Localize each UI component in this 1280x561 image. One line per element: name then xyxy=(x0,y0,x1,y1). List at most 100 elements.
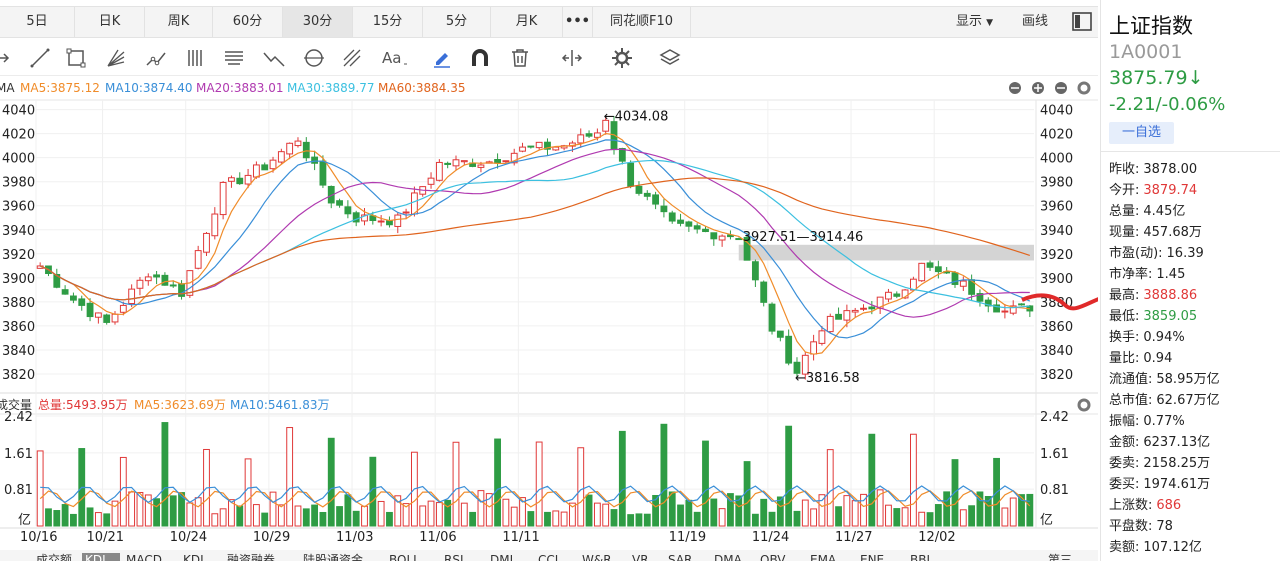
gear-icon[interactable] xyxy=(610,46,634,70)
volume-bar xyxy=(660,423,668,527)
volume-tick-label-left: 0.81 xyxy=(4,483,33,498)
volume-bar xyxy=(918,511,926,527)
indicator-tab-obv[interactable]: OBV xyxy=(760,553,786,561)
indicator-tab-boll[interactable]: BOLL xyxy=(389,553,420,561)
stat-label: 委卖: xyxy=(1109,456,1140,471)
candle-body xyxy=(751,261,759,281)
rectangle-tool-icon[interactable] xyxy=(64,46,88,70)
indicator-tab-kdj-active[interactable]: KDJ xyxy=(85,553,106,561)
stat-value: 0.94 xyxy=(1143,351,1173,366)
candle-body xyxy=(793,361,801,374)
line-tool-icon[interactable] xyxy=(28,46,52,70)
indicator-tab-margin[interactable]: 融资融券 xyxy=(227,552,275,561)
zoom-in-icon[interactable] xyxy=(1032,82,1044,94)
indicator-tab-dma[interactable]: DMA xyxy=(714,553,743,561)
text-tool-icon[interactable]: Aa xyxy=(380,46,410,70)
price-tick-label-right: 3860 xyxy=(1040,320,1073,335)
volume-bar xyxy=(1026,493,1034,527)
indicator-tab-kdj[interactable]: KDJ xyxy=(183,553,204,561)
stat-row: 量比: 0.94 xyxy=(1109,347,1172,366)
candle-body xyxy=(228,177,235,182)
indicator-tab-wr[interactable]: W&R xyxy=(582,553,612,561)
candle-body xyxy=(1018,303,1025,306)
volume-bar xyxy=(460,502,468,527)
tab-daily-k[interactable]: 日K xyxy=(75,7,145,37)
tab-30min[interactable]: 30分 xyxy=(283,7,353,37)
volume-bar xyxy=(993,457,1000,527)
stat-label: 今开: xyxy=(1109,183,1140,198)
ma60-line xyxy=(39,177,1030,301)
candle-body xyxy=(219,181,227,216)
add-watchlist-button[interactable]: 一自选 xyxy=(1109,122,1174,144)
volume-settings-icon[interactable] xyxy=(1077,398,1091,412)
volume-bar xyxy=(751,513,759,527)
volume-bar xyxy=(602,503,610,527)
candle-body xyxy=(427,177,435,185)
candle-body xyxy=(685,221,693,227)
indicator-tab-bbi[interactable]: BBI xyxy=(910,553,930,561)
volume-bar xyxy=(743,461,751,527)
arrow-right-icon[interactable] xyxy=(0,46,16,70)
layers-icon[interactable] xyxy=(658,46,682,70)
indicator-tab-dmi[interactable]: DMI xyxy=(490,553,513,561)
red-arrow-annotation xyxy=(1021,293,1098,311)
indicator-tab-hsgt[interactable]: 陆股通资金 xyxy=(303,552,363,561)
volume-bar xyxy=(810,508,818,527)
candle-body xyxy=(286,142,294,155)
indicator-tab-ema[interactable]: EMA xyxy=(810,553,837,561)
fan-tool-icon[interactable] xyxy=(104,46,128,70)
volume-bar xyxy=(477,490,485,527)
trash-icon[interactable] xyxy=(508,46,532,70)
price-tick-label-left: 3940 xyxy=(2,224,35,239)
wave-tool-icon[interactable] xyxy=(144,46,168,70)
volume-bar xyxy=(593,502,601,527)
price-tick-label-right: 3840 xyxy=(1040,344,1073,359)
pitchfork-tool-icon[interactable] xyxy=(340,46,364,70)
text-block-icon[interactable] xyxy=(222,46,246,70)
display-menu[interactable]: 显示 ▼ xyxy=(956,7,993,37)
indicator-tab-cci[interactable]: CCI xyxy=(538,553,558,561)
cycle-tool-icon[interactable] xyxy=(302,46,326,70)
magnet-icon[interactable] xyxy=(468,46,492,70)
volume-bar xyxy=(959,509,967,527)
indicator-tab-sar[interactable]: SAR xyxy=(668,553,692,561)
zigzag-tool-icon[interactable] xyxy=(262,46,286,70)
highlighter-icon[interactable] xyxy=(430,46,454,70)
draw-line-button[interactable]: 画线 xyxy=(1022,14,1049,29)
candle-body xyxy=(302,141,310,159)
tab-5min[interactable]: 5分 xyxy=(423,7,491,37)
indicator-tab-more[interactable]: 第三 xyxy=(1048,553,1072,561)
tab-15min[interactable]: 15分 xyxy=(353,7,423,37)
indicator-tab-vr[interactable]: VR xyxy=(632,553,649,561)
zoom-out-icon[interactable] xyxy=(1009,82,1021,94)
candle-body xyxy=(510,152,518,164)
indicator-tab-ene[interactable]: ENE xyxy=(860,553,884,561)
candle-body xyxy=(976,293,984,302)
drawing-toolbar: Aa xyxy=(0,40,1098,76)
grid xyxy=(0,99,1098,529)
tab-60min[interactable]: 60分 xyxy=(213,7,283,37)
indicator-tab-turnover[interactable]: 成交额 xyxy=(36,552,72,561)
vertical-lines-icon[interactable] xyxy=(184,46,208,70)
volume-bar xyxy=(153,498,161,527)
indicator-tab-rsi[interactable]: RSI xyxy=(444,553,464,561)
volume-bar xyxy=(618,430,626,527)
minimize-icon[interactable] xyxy=(1055,82,1067,94)
tab-more[interactable]: ••• xyxy=(563,7,593,37)
candle-body xyxy=(269,159,277,170)
price-tick-label-right: 3940 xyxy=(1040,224,1073,239)
tab-monthly-k[interactable]: 月K xyxy=(491,7,563,37)
tab-5day[interactable]: 5日 xyxy=(0,7,75,37)
volume-bar xyxy=(868,433,876,527)
split-icon[interactable] xyxy=(560,46,584,70)
tab-weekly-k[interactable]: 周K xyxy=(145,7,213,37)
panel-toggle-icon[interactable] xyxy=(1071,7,1093,37)
chart-settings-icon[interactable] xyxy=(1077,81,1091,95)
indicator-tab-macd[interactable]: MACD xyxy=(126,553,162,561)
tab-f10[interactable]: 同花顺F10 xyxy=(593,7,691,37)
volume-bar xyxy=(94,512,102,527)
candle-body xyxy=(186,270,194,296)
stat-row: 委买: 1974.61万 xyxy=(1109,473,1210,492)
display-label: 显示 xyxy=(956,14,983,29)
